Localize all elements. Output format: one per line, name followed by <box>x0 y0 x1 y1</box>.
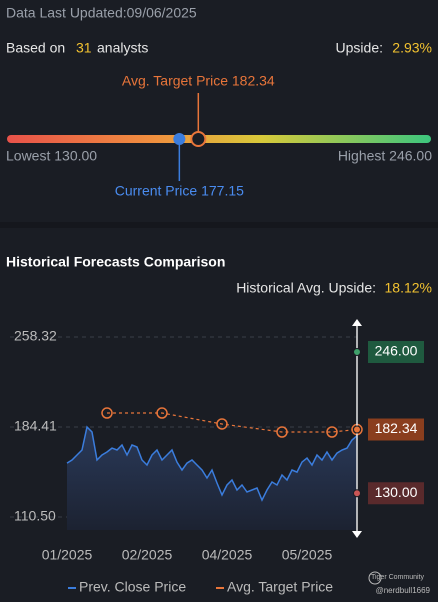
y-tick-label: 258.32 <box>14 328 57 344</box>
watermark-user: @nerdbull1669 <box>376 586 431 595</box>
watermark-logo <box>368 571 382 585</box>
target-point <box>326 426 338 438</box>
target-marker <box>190 131 207 147</box>
price-dot <box>353 348 361 357</box>
price-dot <box>353 489 361 498</box>
x-tick-label: 02/2025 <box>122 547 173 563</box>
price-tag <box>368 482 424 505</box>
analyst-count: 31 <box>76 40 92 56</box>
target-point <box>276 426 288 438</box>
target-point <box>101 407 113 419</box>
x-tick-label: 01/2025 <box>42 547 93 563</box>
y-tick-label: 184.41 <box>14 418 57 434</box>
based-on: Based on <box>6 40 65 56</box>
price-tag-label: 246.00 <box>375 343 418 359</box>
legend-label: Prev. Close Price <box>79 579 186 595</box>
price-dot <box>353 425 361 434</box>
chart-title: Historical Forecasts Comparison <box>6 254 225 270</box>
price-tag-label: 182.34 <box>375 420 418 436</box>
divider <box>0 222 438 228</box>
upside-value: 2.93% <box>392 40 432 56</box>
gauge-high: Highest 246.00 <box>338 148 432 164</box>
target-line <box>107 412 358 433</box>
gauge-low: Lowest 130.00 <box>6 148 97 164</box>
gauge-bar <box>7 135 431 143</box>
cursor-top <box>352 319 362 326</box>
legend-label: Avg. Target Price <box>227 579 333 595</box>
target-point <box>216 418 228 430</box>
x-tick-label: 04/2025 <box>202 547 253 563</box>
price-tag-label: 130.00 <box>375 484 418 500</box>
y-tick-label: 110.50 <box>14 508 56 524</box>
last-updated: Data Last Updated:09/06/2025 <box>6 5 197 21</box>
target-label: Avg. Target Price 182.34 <box>122 73 275 89</box>
price-tag <box>368 341 424 364</box>
current-marker <box>173 133 186 145</box>
cursor-bottom <box>352 531 362 538</box>
upside-label: Upside: <box>336 40 383 56</box>
analysts: analysts <box>97 40 148 56</box>
x-tick-label: 05/2025 <box>282 547 333 563</box>
current-label: Current Price 177.15 <box>115 183 244 199</box>
chart-subtitle-value: 18.12% <box>385 280 432 296</box>
target-point <box>156 407 168 419</box>
watermark-brand: Tiger Community <box>371 574 425 581</box>
chart-subtitle-label: Historical Avg. Upside: <box>236 280 376 296</box>
price-tag <box>368 418 424 441</box>
close-line <box>66 425 358 502</box>
close-area <box>67 427 357 530</box>
